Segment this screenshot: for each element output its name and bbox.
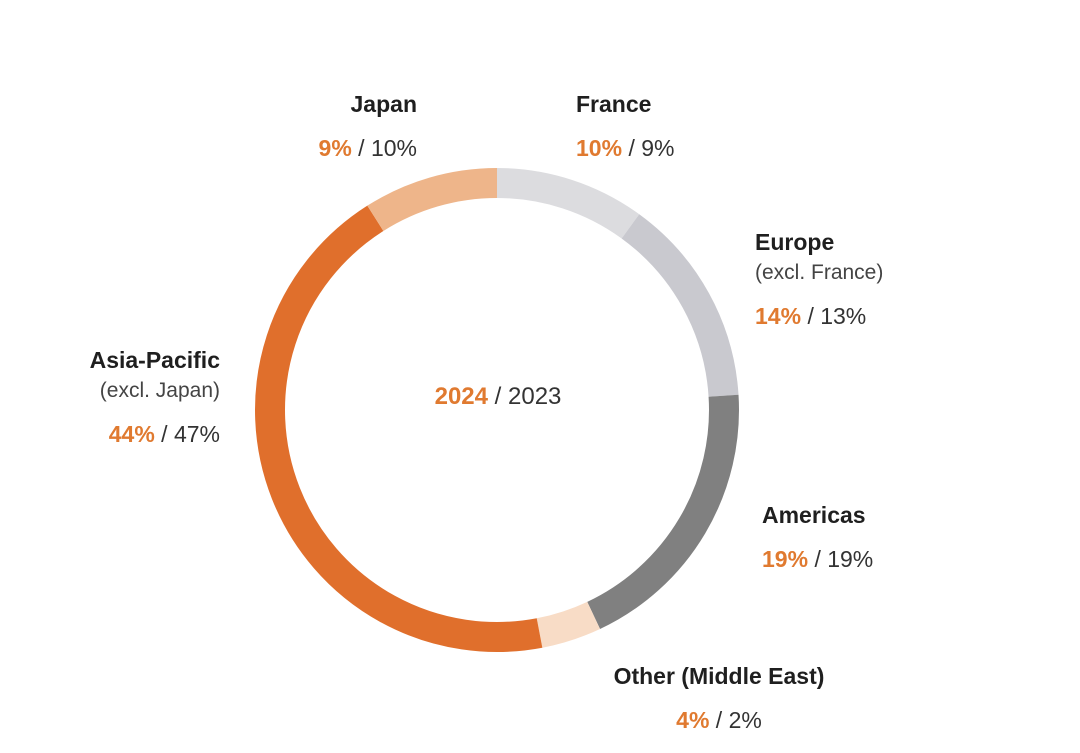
label-japan-name: Japan [350,91,417,117]
label-asia-pacific: Asia-Pacific (excl. Japan) 44% / 47% [20,344,220,450]
center-previous-year: 2023 [508,383,562,410]
label-americas-values: 19% / 19% [762,543,873,575]
label-other-name: Other (Middle East) [613,663,825,689]
label-europe-values: 14% / 13% [755,300,883,332]
label-other-values: 4% / 2% [569,704,869,736]
label-other-2024: 4% [676,707,710,733]
donut-segment-americas [587,394,739,629]
label-europe-2023: 13% [820,303,867,329]
label-europe-name: Europe [755,229,835,255]
label-france-sep: / [628,135,635,161]
label-france: France 10% / 9% [576,88,674,164]
label-asia-pacific-2023: 47% [173,421,220,447]
label-asia-pacific-sep: / [161,421,168,447]
center-current-year: 2024 [434,383,488,410]
donut-segment-europe [621,214,739,397]
donut-segment-japan [367,168,498,232]
label-europe-sub: (excl. France) [755,261,884,284]
label-americas-2023: 19% [827,546,874,572]
donut-segments [255,168,739,652]
label-other-sep: / [715,707,723,733]
label-asia-pacific-2024: 44% [108,421,155,447]
label-japan-values: 9% / 10% [217,132,417,164]
label-europe: Europe (excl. France) 14% / 13% [755,226,883,332]
donut-segment-other-middle-east [536,601,601,648]
center-year-label: 2024 / 2023 [398,380,598,414]
label-other: Other (Middle East) 4% / 2% [569,660,869,736]
donut-segment-asia-pacific [255,205,543,652]
label-americas-2024: 19% [762,546,809,572]
label-japan-2024: 9% [318,135,352,161]
label-europe-sep: / [807,303,814,329]
label-americas-sep: / [814,546,821,572]
label-asia-pacific-values: 44% / 47% [20,418,220,450]
label-france-name: France [576,91,652,117]
label-france-values: 10% / 9% [576,132,674,164]
donut-segment-france [496,168,640,239]
label-americas-name: Americas [762,502,866,528]
center-separator: / [494,383,502,410]
label-japan: Japan 9% / 10% [217,88,417,164]
label-japan-2023: 10% [370,135,417,161]
label-asia-pacific-name: Asia-Pacific [89,347,220,373]
label-europe-2024: 14% [755,303,802,329]
label-americas: Americas 19% / 19% [762,499,873,575]
label-asia-pacific-sub: (excl. Japan) [99,379,220,402]
label-france-2024: 10% [576,135,623,161]
label-japan-sep: / [358,135,365,161]
label-other-2023: 2% [728,707,762,733]
label-france-2023: 9% [641,135,675,161]
